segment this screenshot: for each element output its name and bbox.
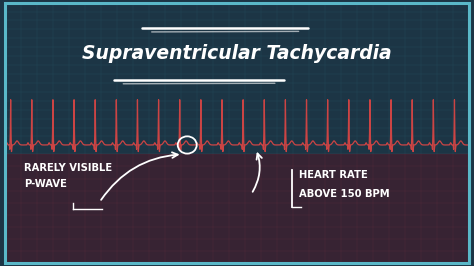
Text: ABOVE 150 BPM: ABOVE 150 BPM	[299, 189, 389, 199]
Text: Supraventricular Tachycardia: Supraventricular Tachycardia	[82, 44, 392, 63]
Text: HEART RATE: HEART RATE	[299, 170, 367, 180]
Text: RARELY VISIBLE: RARELY VISIBLE	[24, 163, 112, 173]
Text: P-WAVE: P-WAVE	[24, 179, 66, 189]
Bar	[5, 154, 469, 263]
